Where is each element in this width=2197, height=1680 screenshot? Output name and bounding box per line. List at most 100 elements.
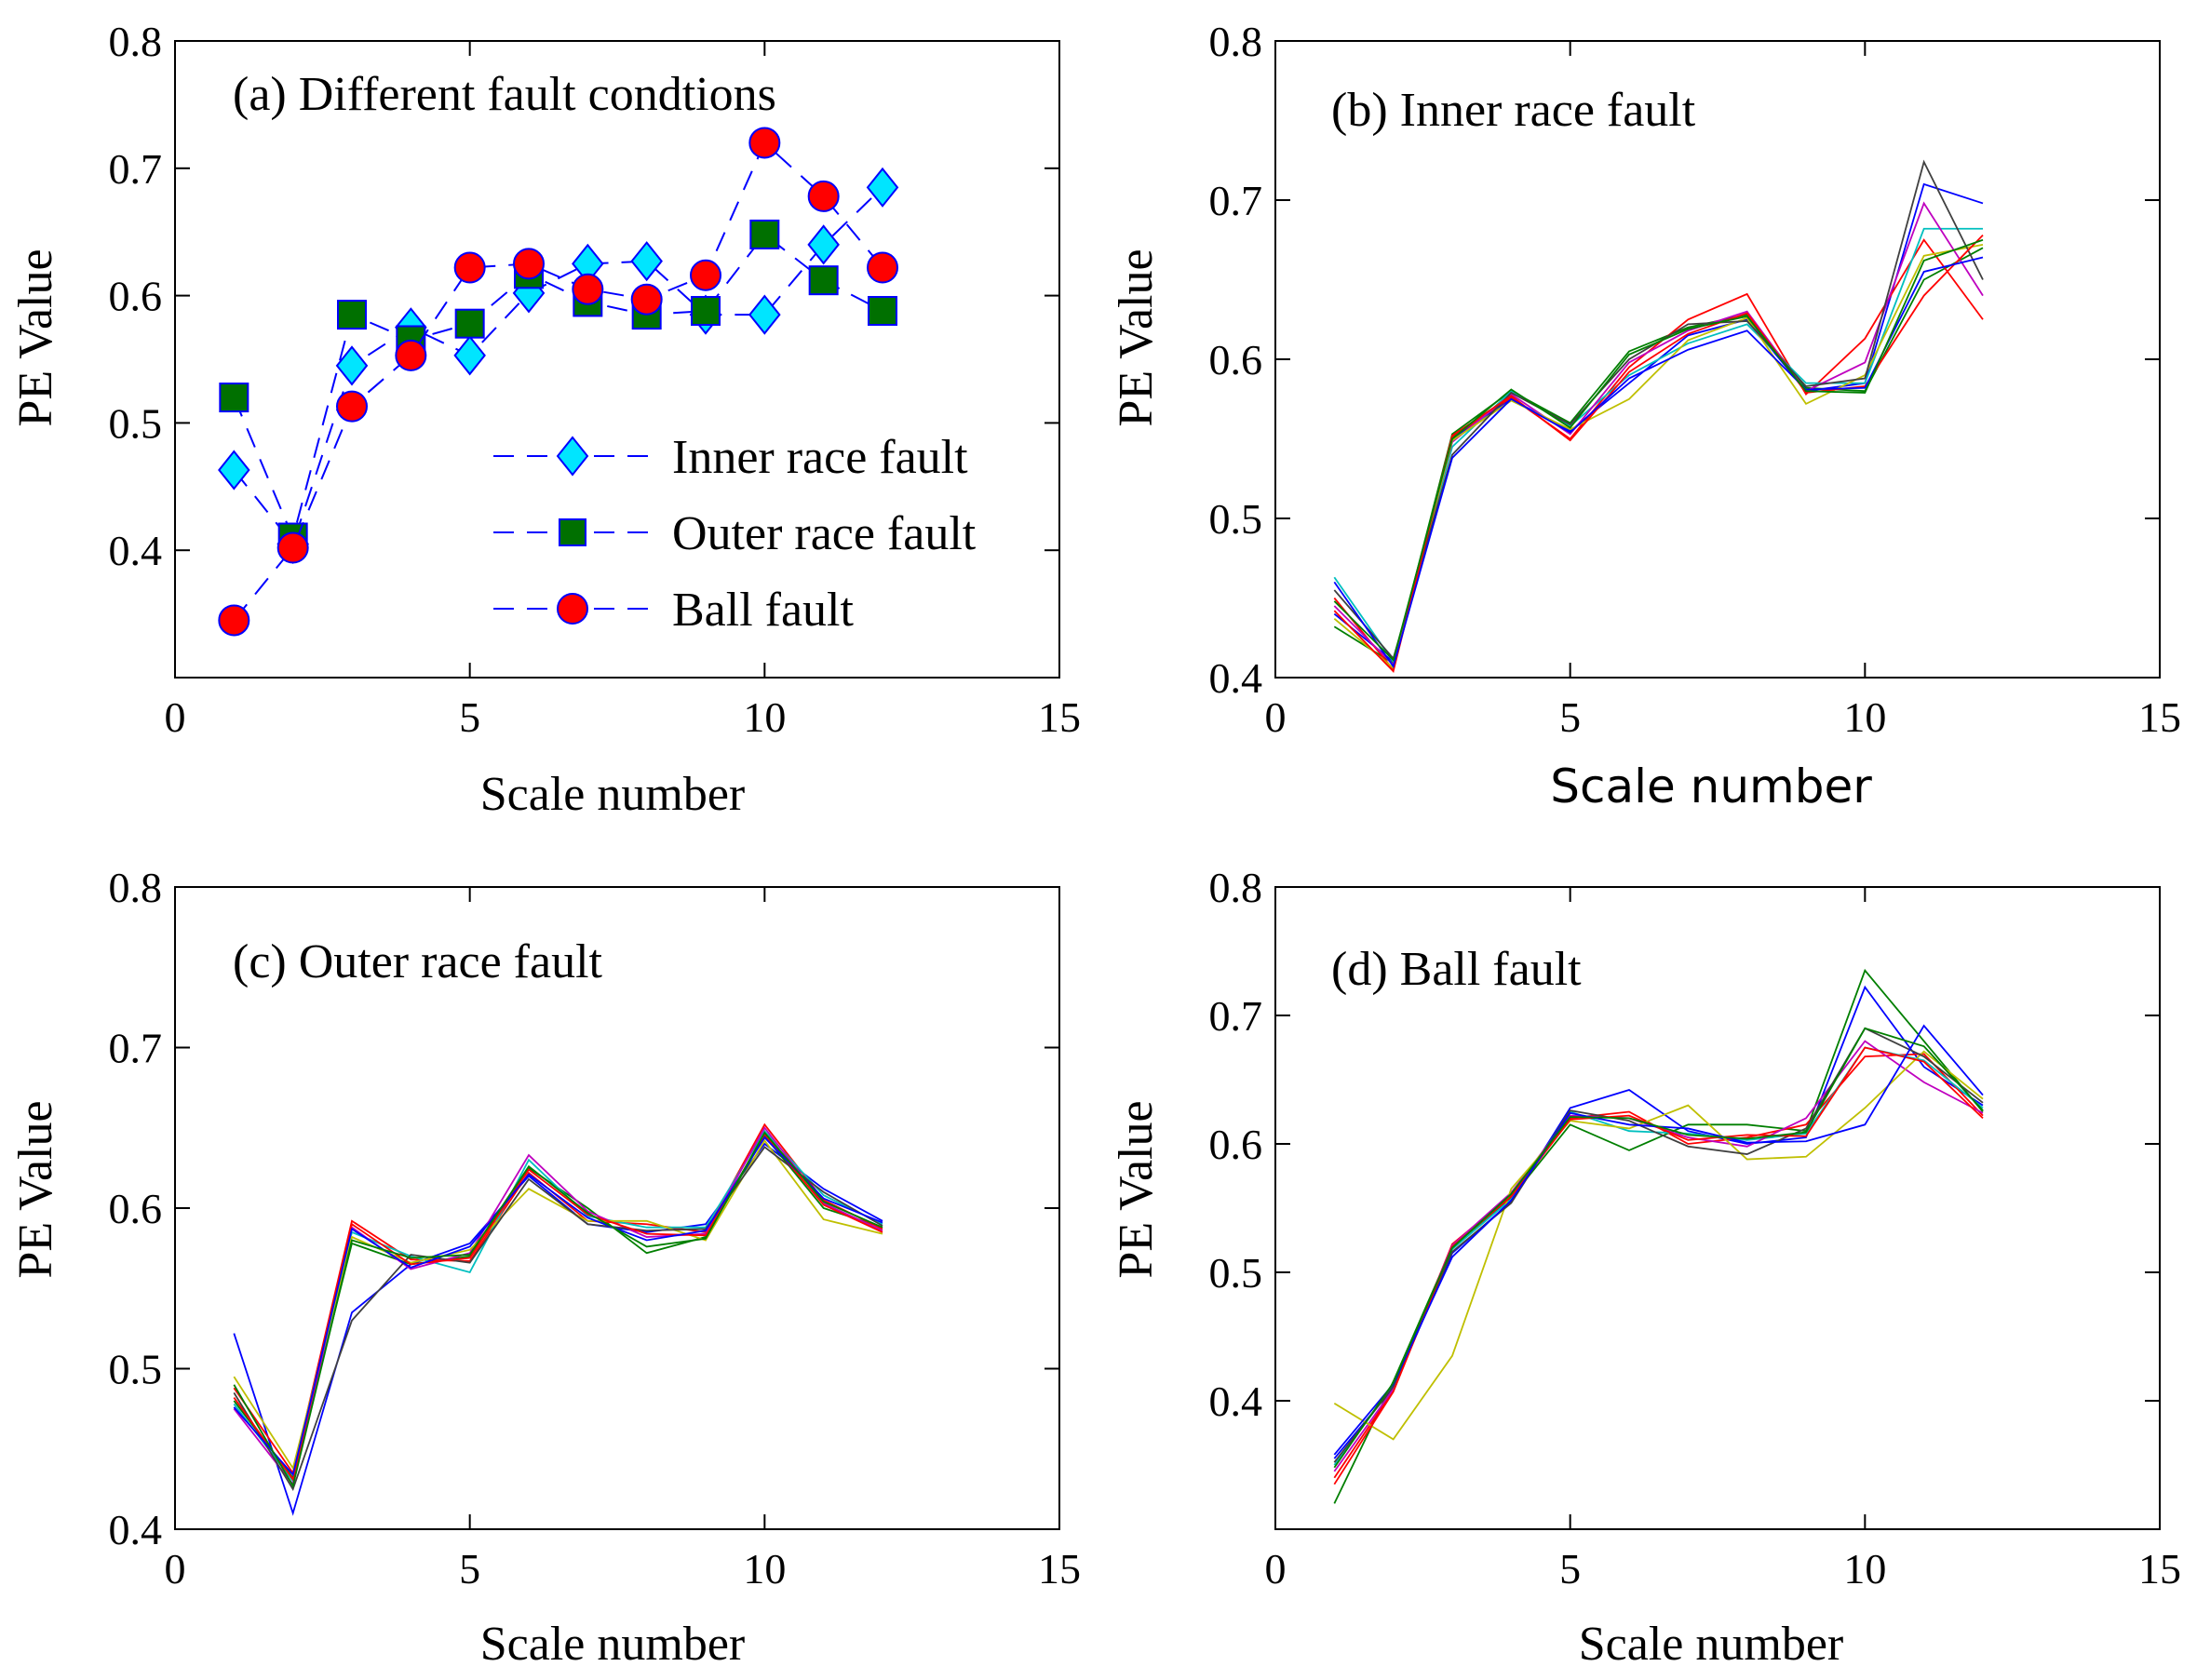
legend-label-outer: Outer race fault: [672, 507, 977, 560]
x-tick-label: 15: [2138, 693, 2181, 741]
series-line-1: [1333, 968, 1984, 1504]
series-line-6: [1333, 1027, 1984, 1463]
y-tick-label: 0.8: [1209, 18, 1263, 65]
data-point-square: [337, 300, 367, 330]
series-line-1: [233, 233, 883, 541]
x-tick-label: 0: [1265, 1545, 1287, 1593]
panel-b-title: (b) Inner race fault: [1331, 84, 1696, 137]
data-point-diamond: [453, 335, 486, 376]
legend-marker-outer: [559, 518, 586, 546]
series-line-3: [1333, 227, 1983, 664]
y-tick-label: 0.7: [109, 1025, 163, 1072]
data-point-square: [219, 383, 249, 413]
x-tick-label: 10: [1843, 1545, 1886, 1593]
data-point-circle: [748, 127, 781, 159]
data-point-diamond: [335, 345, 369, 386]
data-point-circle: [276, 531, 309, 564]
series-line-5: [1333, 1050, 1984, 1441]
data-point-circle: [453, 251, 486, 284]
series-line-1: [1333, 247, 1984, 665]
series-line-0: [233, 186, 883, 546]
y-tick-label: 0.6: [1209, 336, 1263, 383]
data-point-square: [749, 219, 780, 249]
x-tick-label: 10: [1843, 693, 1886, 741]
panel-c-xlabel: Scale number: [480, 1618, 745, 1671]
x-tick-label: 0: [1265, 693, 1287, 741]
y-tick-label: 0.4: [1209, 1378, 1263, 1425]
x-tick-label: 15: [2138, 1545, 2181, 1593]
data-point-circle: [630, 283, 663, 316]
x-tick-label: 10: [743, 1545, 786, 1593]
panel-c-title: (c) Outer race fault: [233, 935, 603, 988]
data-point-square: [454, 308, 485, 339]
panel-d-ylabel: PE Value: [1110, 1100, 1163, 1278]
x-tick-label: 0: [165, 693, 186, 741]
y-tick-label: 0.4: [109, 527, 163, 574]
panel-c-ylabel: PE Value: [9, 1100, 62, 1278]
panel-d-axes-box: [1274, 886, 2161, 1530]
data-point-circle: [572, 273, 604, 305]
y-tick-label: 0.8: [109, 864, 163, 911]
legend-marker-ball: [557, 593, 588, 625]
series-line-7: [1333, 1046, 1984, 1485]
panel-a-ylabel: PE Value: [9, 249, 62, 426]
y-tick-label: 0.6: [1209, 1121, 1263, 1168]
y-tick-label: 0.7: [1209, 992, 1263, 1040]
series-line-9: [233, 1131, 883, 1488]
series-line-8: [1333, 256, 1984, 669]
y-tick-label: 0.6: [109, 273, 163, 320]
panel-a-title: (a) Different fault condtions: [233, 68, 776, 121]
series-line-9: [1333, 238, 1984, 662]
data-point-circle: [513, 248, 545, 280]
panel-d-plot: 0 5 10 15 0.4 0.5 0.6 0.7 0.8: [1209, 864, 2182, 1593]
data-point-diamond: [218, 450, 250, 491]
panel-b-plot: 0 5 10 15 0.4 0.5 0.6 0.7 0.8: [1209, 18, 2182, 741]
panel-b: (b) Inner race fault Scale number PE Val…: [1110, 18, 2181, 813]
x-tick-label: 0: [165, 1545, 186, 1593]
data-point-diamond: [630, 241, 663, 282]
y-tick-label: 0.5: [109, 399, 163, 447]
x-tick-label: 5: [459, 1545, 480, 1593]
series-line-4: [1333, 1040, 1984, 1472]
series-line-2: [233, 1122, 883, 1475]
data-point-diamond: [807, 224, 840, 265]
data-point-circle: [336, 390, 368, 423]
x-tick-label: 5: [1559, 693, 1581, 741]
data-point-square: [868, 296, 897, 327]
data-point-circle: [218, 604, 250, 637]
y-tick-label: 0.5: [1209, 495, 1263, 543]
y-tick-label: 0.5: [1209, 1249, 1263, 1297]
panel-d-title: (d) Ball fault: [1331, 943, 1582, 996]
x-tick-label: 15: [1038, 693, 1081, 741]
y-tick-label: 0.4: [1209, 654, 1263, 702]
data-point-diamond: [748, 294, 781, 335]
series-line-0: [1333, 985, 1984, 1459]
data-point-circle: [807, 180, 840, 212]
series-line-9: [1333, 1027, 1984, 1469]
panel-c: (c) Outer race fault Scale number PE Val…: [9, 864, 1081, 1671]
data-point-circle: [867, 251, 898, 284]
legend-marker-inner: [556, 436, 589, 477]
panel-b-xlabel: Scale number: [1550, 759, 1872, 813]
legend-label-ball: Ball fault: [672, 584, 855, 637]
series-line-2: [233, 141, 883, 622]
panel-c-plot: 0 5 10 15 0.4 0.5 0.6 0.7 0.8: [109, 864, 1082, 1593]
panel-d: (d) Ball fault Scale number PE Value 0 5 1…: [1110, 864, 2181, 1671]
series-line-8: [233, 1136, 883, 1477]
x-tick-label: 15: [1038, 1545, 1081, 1593]
panel-b-ylabel: PE Value: [1110, 249, 1163, 426]
series-line-8: [1333, 1024, 1984, 1456]
x-tick-label: 5: [459, 693, 480, 741]
x-tick-label: 10: [743, 693, 786, 741]
y-tick-label: 0.5: [109, 1346, 163, 1393]
x-tick-label: 5: [1559, 1545, 1581, 1593]
series-line-0: [233, 1142, 883, 1516]
y-tick-label: 0.8: [109, 18, 163, 65]
panel-d-xlabel: Scale number: [1579, 1618, 1843, 1671]
data-point-circle: [395, 339, 427, 371]
legend-label-inner: Inner race fault: [672, 431, 968, 484]
panel-a-legend: Inner race fault Outer race fault Ball f…: [493, 431, 977, 637]
data-point-circle: [690, 259, 721, 291]
panel-a: (a) Different fault condtions Scale numb…: [9, 18, 1081, 821]
